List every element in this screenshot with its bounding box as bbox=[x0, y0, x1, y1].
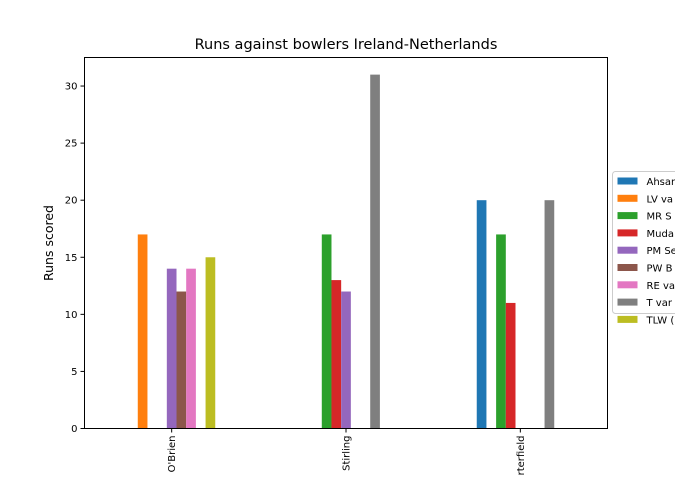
legend-label: Ahsar bbox=[647, 177, 675, 188]
legend-swatch bbox=[618, 229, 638, 236]
legend-label: MR S bbox=[647, 212, 672, 223]
y-tick-label: 10 bbox=[65, 310, 78, 321]
bar bbox=[496, 234, 506, 428]
x-tick-label: Stirling bbox=[342, 436, 353, 471]
y-tick-label: 0 bbox=[71, 424, 77, 435]
legend-label: PM Se bbox=[647, 246, 675, 257]
y-axis: 0 5 10 15 20 25 30 bbox=[65, 82, 85, 435]
legend-swatch bbox=[618, 195, 638, 202]
bar bbox=[341, 292, 351, 429]
bar bbox=[506, 303, 516, 429]
bar bbox=[167, 269, 177, 429]
bar bbox=[206, 257, 216, 428]
legend-label: TLW ( bbox=[646, 315, 675, 326]
legend-label: RE va bbox=[647, 281, 675, 292]
legend-swatch bbox=[618, 281, 638, 288]
x-axis: O'Brien Stirling rterfield bbox=[167, 429, 527, 476]
legend-swatch bbox=[618, 247, 638, 254]
x-tick-label: rterfield bbox=[516, 436, 527, 476]
legend-box bbox=[613, 172, 675, 314]
bar bbox=[322, 234, 332, 428]
legend-label: PW B bbox=[647, 264, 673, 275]
legend-label: T var bbox=[646, 298, 673, 309]
legend-swatch bbox=[618, 212, 638, 219]
bar bbox=[177, 292, 187, 429]
legend-label: LV va bbox=[647, 194, 674, 205]
y-tick-label: 25 bbox=[65, 139, 78, 150]
bars-layer bbox=[138, 75, 554, 429]
chart-title: Runs against bowlers Ireland-Netherlands bbox=[195, 37, 498, 53]
y-tick-label: 30 bbox=[65, 82, 78, 93]
x-tick-label: O'Brien bbox=[167, 436, 178, 473]
bar bbox=[477, 200, 487, 428]
bar bbox=[545, 200, 555, 428]
y-tick-label: 15 bbox=[65, 253, 78, 264]
legend-label: Muda bbox=[647, 229, 674, 240]
legend-swatch bbox=[618, 316, 638, 323]
y-axis-label: Runs scored bbox=[41, 205, 56, 281]
legend-swatch bbox=[618, 299, 638, 306]
bar bbox=[370, 75, 380, 429]
bar bbox=[331, 280, 341, 428]
legend: Ahsar LV va MR S Muda PM Se PW B RE va T var TLW… bbox=[613, 172, 675, 327]
bar bbox=[186, 269, 196, 429]
legend-swatch bbox=[618, 178, 638, 185]
y-tick-label: 20 bbox=[65, 196, 78, 207]
y-tick-label: 5 bbox=[71, 367, 77, 378]
legend-swatch bbox=[618, 264, 638, 271]
bar bbox=[138, 234, 148, 428]
